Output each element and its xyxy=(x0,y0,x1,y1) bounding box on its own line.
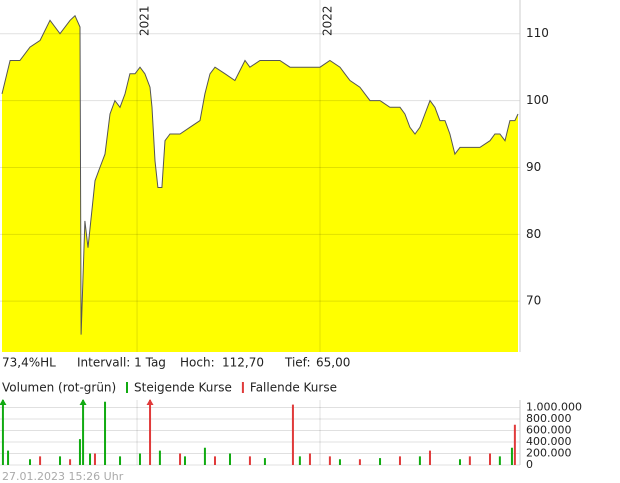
range: 73,4%HL xyxy=(2,356,56,370)
volume-bar xyxy=(29,459,32,465)
volume-bar xyxy=(119,456,122,465)
high-label: Hoch: xyxy=(180,356,215,370)
volume-bar xyxy=(89,453,92,465)
y-tick-label: 100 xyxy=(526,93,549,107)
price-line xyxy=(1,14,519,335)
volume-bar xyxy=(338,459,341,465)
volume-bar xyxy=(358,459,361,465)
volume-bar xyxy=(1,400,4,465)
volume-bar xyxy=(78,439,81,465)
y-tick-label: 400.000 xyxy=(526,435,572,448)
legend-label: Steigende Kurse xyxy=(134,381,232,395)
price-area xyxy=(2,15,518,352)
volume-bar xyxy=(298,456,301,465)
volume-bar xyxy=(158,450,161,465)
volume-bar xyxy=(398,456,401,465)
volume-bar xyxy=(59,456,62,465)
volume-bar xyxy=(138,453,141,465)
volume-bar xyxy=(418,456,421,465)
interval: Intervall: 1 Tag xyxy=(77,356,166,370)
y-tick-label: 80 xyxy=(526,227,541,241)
y-tick-label: 600.000 xyxy=(526,423,572,436)
legend-swatch xyxy=(126,382,128,393)
overflow-arrow xyxy=(146,399,154,405)
volume-bar xyxy=(7,450,10,465)
volume-bar xyxy=(213,456,216,465)
overflow-arrow xyxy=(0,399,7,405)
volume-bar xyxy=(179,453,182,465)
volume-bar xyxy=(291,404,294,465)
volume-bar xyxy=(248,456,251,465)
volume-bar xyxy=(203,447,206,465)
volume-bar xyxy=(488,453,491,465)
x-tick-label: 2022 xyxy=(321,5,335,36)
volume-bar xyxy=(104,401,107,465)
x-tick-label: 2021 xyxy=(138,5,152,36)
volume-bar xyxy=(183,456,186,465)
volume-bar xyxy=(468,456,471,465)
volume-title: Volumen (rot-grün) xyxy=(2,381,116,395)
y-tick-label: 70 xyxy=(526,294,541,308)
y-tick-label: 110 xyxy=(526,26,549,40)
volume-bars xyxy=(1,400,516,465)
volume-bar xyxy=(149,400,152,465)
legend-label: Fallende Kurse xyxy=(250,381,337,395)
overflow-arrow xyxy=(79,399,87,405)
volume-bar xyxy=(379,458,382,465)
y-tick-label: 0 xyxy=(526,458,533,471)
volume-bar xyxy=(228,453,231,465)
volume-bar xyxy=(69,459,72,465)
y-tick-label: 1.000.000 xyxy=(526,400,582,413)
low-label: Tief: xyxy=(284,356,311,370)
volume-bar xyxy=(513,424,516,465)
volume-bar xyxy=(428,450,431,465)
volume-bar xyxy=(510,447,513,465)
volume-bar xyxy=(263,458,266,465)
timestamp: 27.01.2023 15:26 Uhr xyxy=(2,470,124,483)
legend-swatch xyxy=(241,382,244,393)
y-tick-label: 200.000 xyxy=(526,446,572,459)
volume-bar xyxy=(498,456,501,465)
high-value: 112,70 xyxy=(222,356,264,370)
volume-bar xyxy=(328,456,331,465)
volume-bar xyxy=(458,459,461,465)
volume-bar xyxy=(93,453,96,465)
volume-bar xyxy=(82,400,85,465)
y-tick-label: 90 xyxy=(526,160,541,174)
volume-bar xyxy=(308,453,311,465)
volume-bar xyxy=(39,456,42,465)
low-value: 65,00 xyxy=(316,356,350,370)
y-tick-label: 800.000 xyxy=(526,412,572,425)
